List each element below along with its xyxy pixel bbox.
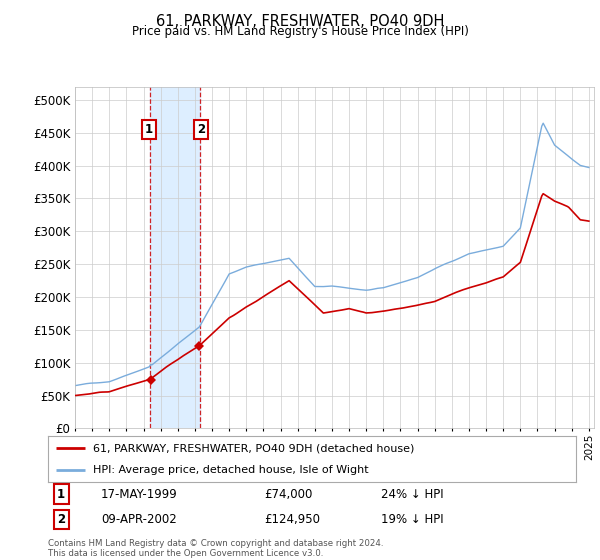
Text: HPI: Average price, detached house, Isle of Wight: HPI: Average price, detached house, Isle… [93,465,368,475]
Text: Price paid vs. HM Land Registry's House Price Index (HPI): Price paid vs. HM Land Registry's House … [131,25,469,38]
Text: 19% ↓ HPI: 19% ↓ HPI [380,513,443,526]
Text: 09-APR-2002: 09-APR-2002 [101,513,176,526]
Text: 2: 2 [57,513,65,526]
Bar [150,87,200,428]
Text: £124,950: £124,950 [265,513,320,526]
Text: Contains HM Land Registry data © Crown copyright and database right 2024.
This d: Contains HM Land Registry data © Crown c… [48,539,383,558]
Text: 17-MAY-1999: 17-MAY-1999 [101,488,178,501]
Text: 61, PARKWAY, FRESHWATER, PO40 9DH (detached house): 61, PARKWAY, FRESHWATER, PO40 9DH (detac… [93,443,414,453]
Text: 24% ↓ HPI: 24% ↓ HPI [380,488,443,501]
Text: 2: 2 [197,123,205,136]
Text: 1: 1 [145,123,153,136]
Text: £74,000: £74,000 [265,488,313,501]
Text: 1: 1 [57,488,65,501]
Text: 61, PARKWAY, FRESHWATER, PO40 9DH: 61, PARKWAY, FRESHWATER, PO40 9DH [156,14,444,29]
